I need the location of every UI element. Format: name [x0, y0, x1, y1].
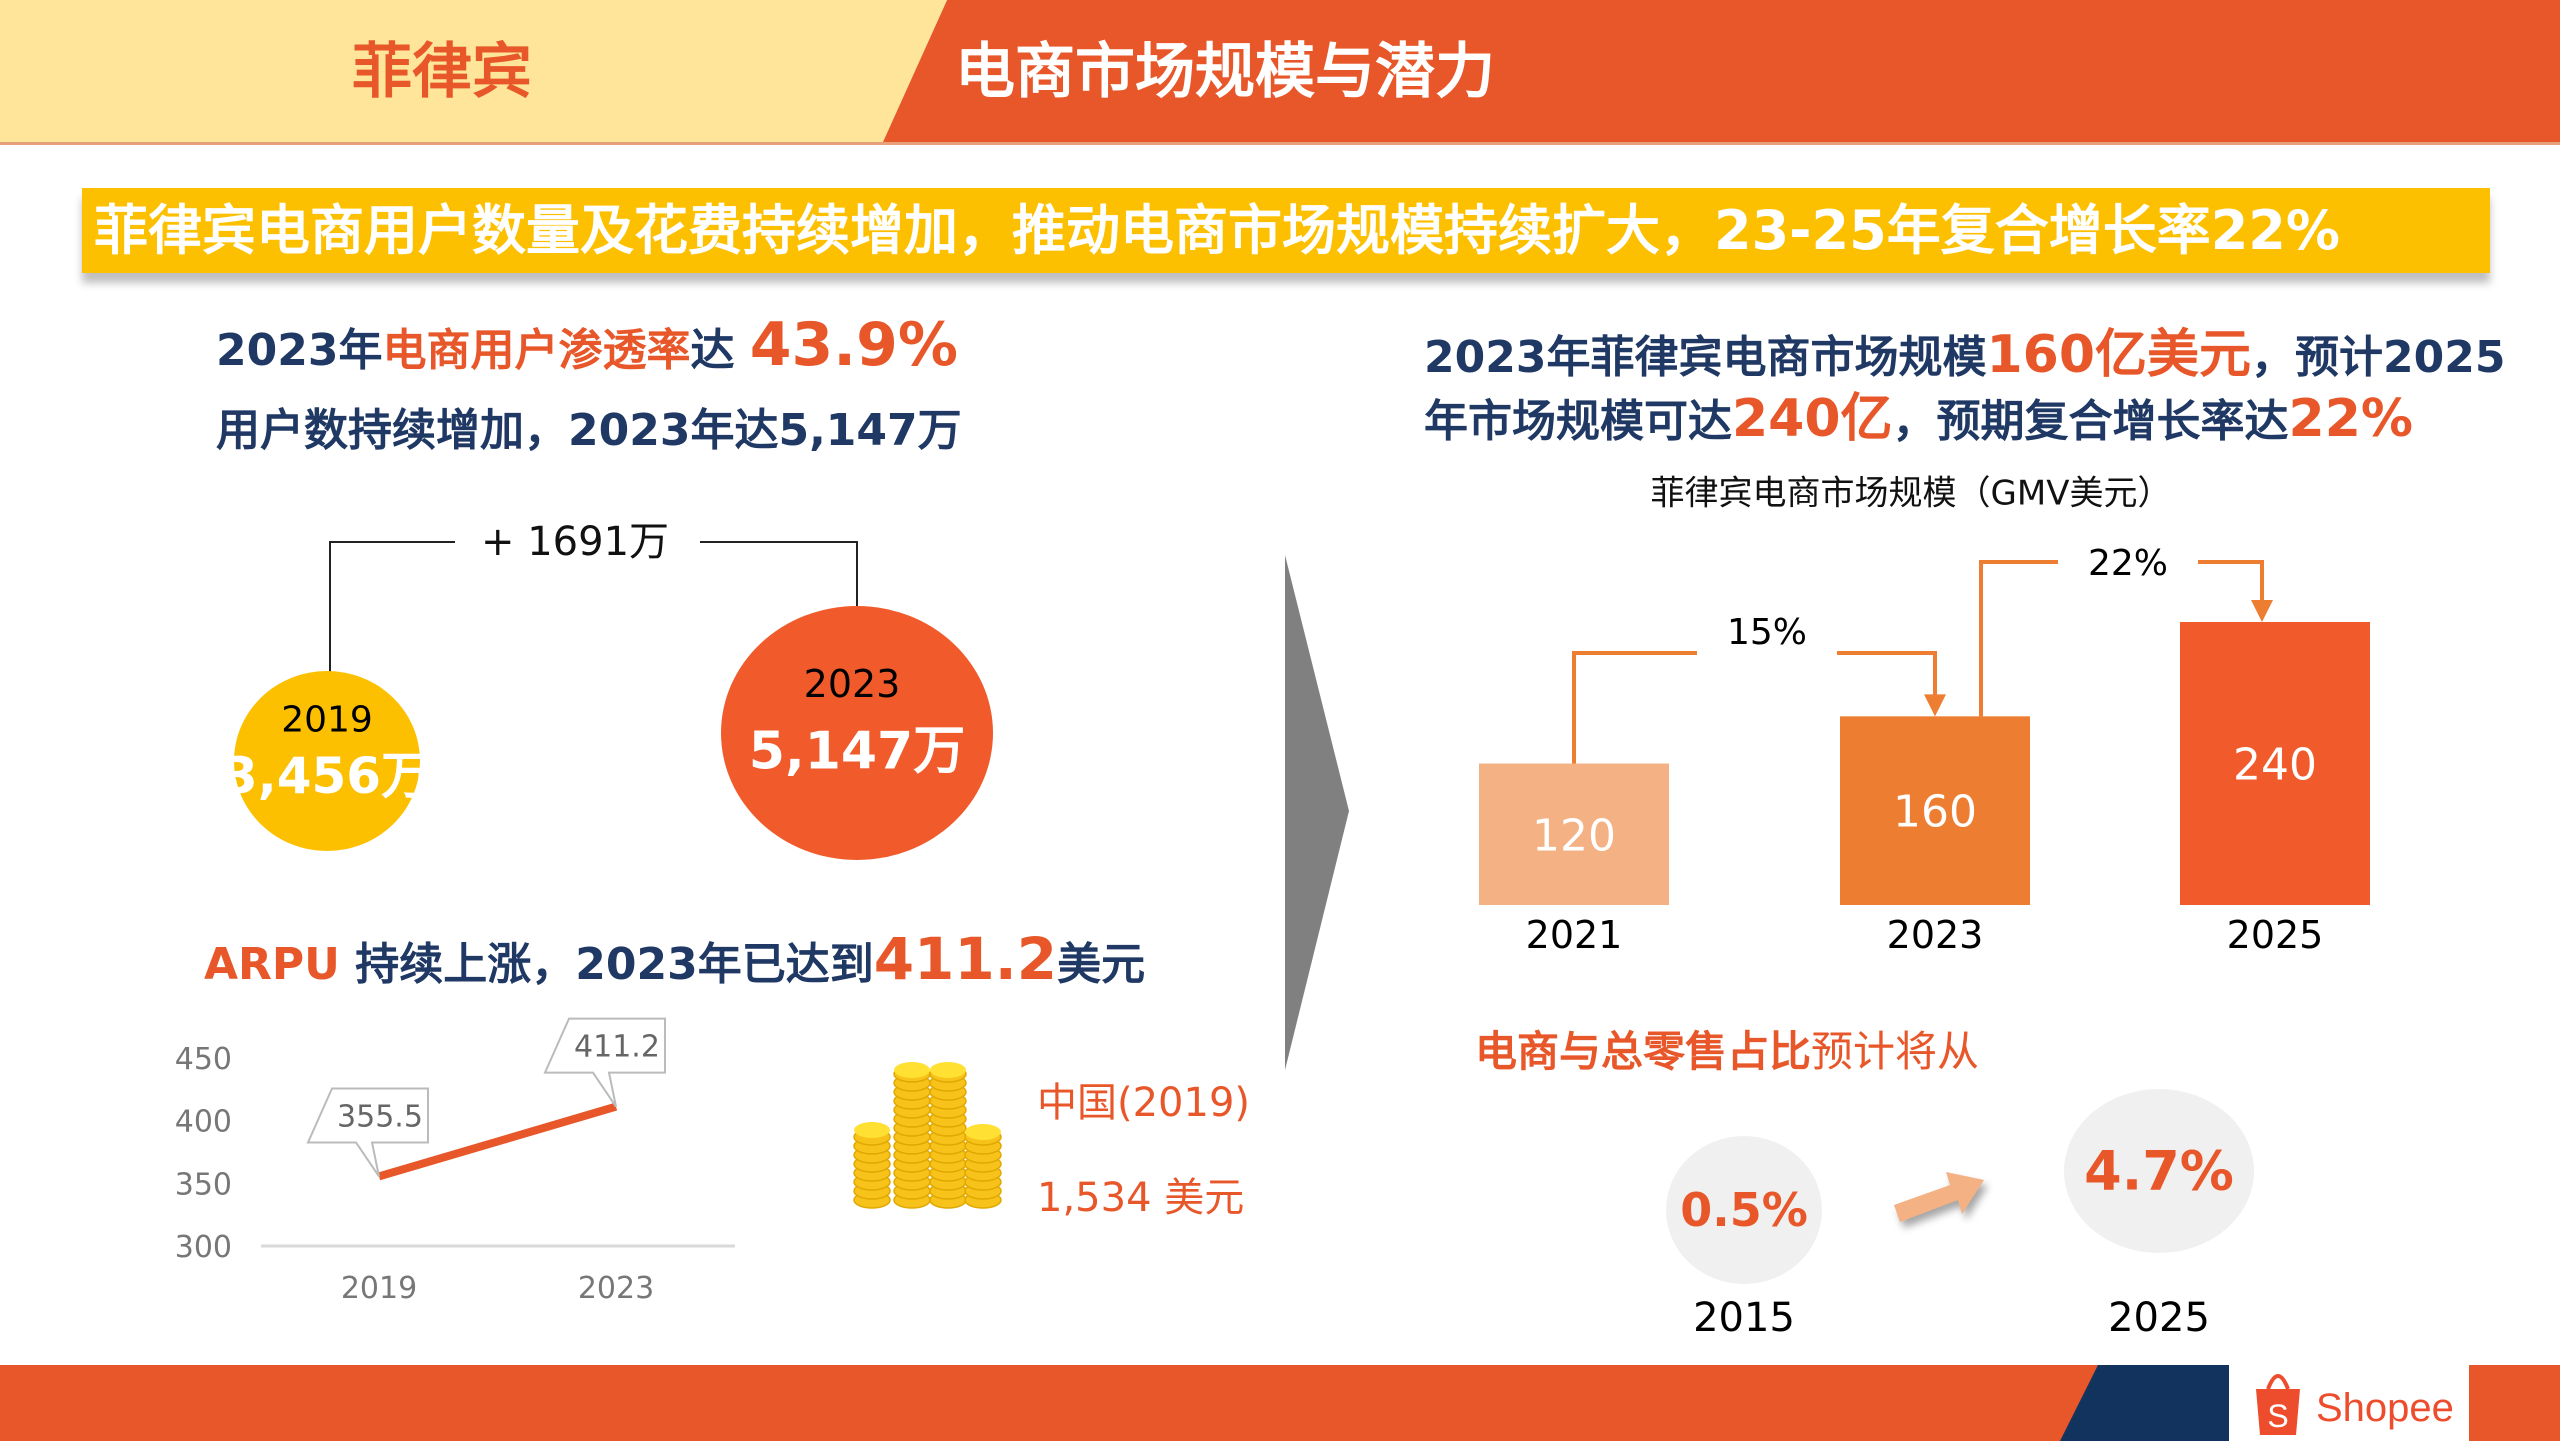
arpu-text: ARPU 持续上涨，2023年已达到411.2美元 — [204, 925, 1145, 993]
bar-2021 — [1479, 763, 1669, 905]
shopee-logo-text: Shopee — [2316, 1386, 2454, 1430]
data-label: 411.2 — [574, 1030, 660, 1065]
share-circle-2025 — [2064, 1089, 2254, 1253]
text: ，预计2025 — [2251, 332, 2506, 383]
circle-2023-value: 5,147万 — [748, 721, 966, 782]
circle-2023-year: 2023 — [803, 662, 901, 706]
arpu-line — [377, 1102, 618, 1181]
growth-connector — [1572, 651, 1697, 764]
circle-2019-year: 2019 — [281, 699, 373, 741]
text: ARPU — [204, 939, 340, 990]
y-tick-label: 400 — [175, 1105, 232, 1140]
text: 达 — [690, 325, 750, 376]
divider-arrow — [1285, 555, 1349, 1070]
text: 22% — [2288, 389, 2414, 449]
circle-2023 — [721, 606, 993, 860]
data-label-callout — [306, 1087, 429, 1178]
text: 160亿美元 — [1986, 325, 2252, 385]
shopee-bag-icon: S — [2256, 1374, 2300, 1435]
share-2015-value: 0.5% — [1680, 1183, 1808, 1237]
y-tick-label: 450 — [175, 1042, 232, 1077]
growth-label: 15% — [1727, 612, 1807, 653]
text: 电商用户渗透率 — [382, 325, 691, 376]
x-tick-label: 2021 — [1526, 913, 1623, 957]
share-2025-year: 2025 — [2108, 1295, 2210, 1341]
text: 年市场规模可达 — [1424, 396, 1732, 447]
text: ，预期复合增长率达 — [1892, 396, 2289, 447]
page-title: 电商市场规模与潜力 — [955, 37, 1495, 107]
china-label: 中国(2019) — [1037, 1080, 1251, 1126]
growth-connector — [1979, 560, 2058, 717]
users-text: 用户数持续增加，2023年达5,147万 — [216, 405, 962, 456]
arpu-line-chart: 450 400 350 300 2019 2023 355.5 411.2 — [175, 1017, 735, 1306]
x-tick-label: 2023 — [1887, 913, 1984, 957]
bar-value-label: 120 — [1532, 810, 1616, 861]
coins-icon — [853, 1062, 1002, 1209]
headline-banner: 菲律宾电商用户数量及花费持续增加，推动电商市场规模持续扩大，23-25年复合增长… — [82, 188, 2490, 273]
bracket-line — [700, 541, 858, 610]
market-forecast-text: 年市场规模可达240亿，预期复合增长率达22% — [1424, 376, 2413, 451]
circle-2019-value: 3,456万 — [222, 747, 432, 805]
growth-connector — [2198, 560, 2264, 602]
share-circle-2015 — [1666, 1136, 1822, 1284]
text: 电商与总零售占比 — [1475, 1027, 1812, 1076]
bar-chart-title: 菲律宾电商市场规模（GMV美元） — [1650, 473, 2172, 514]
arpu-value: 411.2 — [873, 925, 1058, 993]
gmv-bar-chart: 120 2021 160 2023 240 2025 15% 22% — [1479, 543, 2370, 957]
arrow-down-icon — [1924, 694, 1946, 717]
bar-2023 — [1840, 716, 2030, 905]
svg-text:S: S — [2267, 1398, 2288, 1434]
penetration-value: 43.9% — [749, 310, 958, 380]
circle-2019 — [234, 671, 420, 851]
bar-value-label: 160 — [1893, 787, 1977, 838]
header-bar — [882, 0, 2560, 144]
arrow-down-icon — [2251, 600, 2273, 622]
bar-2025 — [2180, 622, 2370, 905]
bar-value-label: 240 — [2233, 740, 2317, 791]
penetration-text: 2023年电商用户渗透率达 43.9% — [216, 310, 958, 380]
share-2025-value: 4.7% — [2084, 1139, 2234, 1203]
x-tick-label: 2025 — [2227, 913, 2324, 957]
x-tick-label: 2023 — [578, 1271, 654, 1306]
data-label: 355.5 — [337, 1099, 423, 1134]
x-tick-label: 2019 — [341, 1271, 417, 1306]
user-increase-label: + 1691万 — [480, 519, 670, 565]
growth-connector — [1837, 651, 1937, 697]
text: 2023年 — [216, 325, 383, 376]
text: 持续上涨，2023年已达到 — [339, 939, 874, 990]
china-value: 1,534 美元 — [1037, 1175, 1245, 1221]
header-country-tab — [0, 0, 947, 144]
text: 240亿 — [1732, 389, 1893, 449]
y-tick-label: 350 — [175, 1167, 232, 1202]
arrow-right-icon — [1894, 1172, 1984, 1222]
country-title: 菲律宾 — [352, 37, 532, 107]
share-title: 电商与总零售占比预计将从 — [1475, 1018, 1979, 1079]
y-tick-label: 300 — [175, 1230, 232, 1265]
market-size-text: 2023年菲律宾电商市场规模160亿美元，预计2025 — [1424, 312, 2505, 387]
data-label-callout — [543, 1017, 666, 1108]
text: 预计将从 — [1811, 1027, 1980, 1076]
footer-bar: S Shopee — [0, 1365, 2560, 1441]
growth-label: 22% — [2088, 543, 2168, 584]
text: 2023年菲律宾电商市场规模 — [1424, 332, 1987, 383]
divider — [0, 142, 2560, 145]
text: 美元 — [1057, 939, 1146, 990]
share-2015-year: 2015 — [1693, 1295, 1795, 1341]
